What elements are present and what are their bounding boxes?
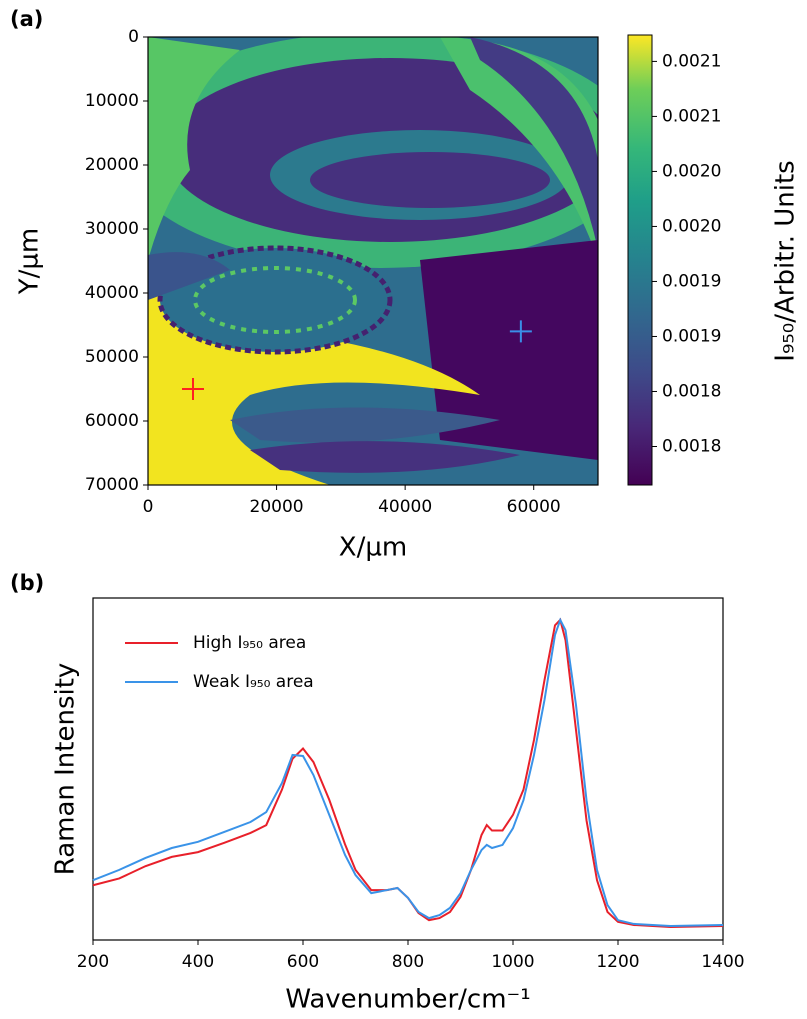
y-tick-label: 70000	[85, 475, 139, 495]
y-axis-label: Raman Intensity	[51, 663, 81, 876]
plot-frame	[147, 36, 599, 486]
colorbar-tick-label: 0.0020	[662, 216, 721, 236]
y-tick-label: 60000	[85, 411, 139, 431]
colorbar-tick-label: 0.0020	[662, 161, 721, 181]
x-axis-label: X/µm	[339, 533, 407, 563]
x-tick-label: 40000	[378, 497, 432, 517]
y-tick-label: 10000	[85, 91, 139, 111]
y-tick-label: 30000	[85, 219, 139, 239]
x-tick-label: 0	[143, 497, 154, 517]
plot-frame	[92, 597, 724, 941]
colorbar-tick-label: 0.0018	[662, 381, 721, 401]
colorbar-label: I₉₅₀/Arbitr. Units	[771, 160, 801, 361]
legend-label: Weak I₉₅₀ area	[193, 672, 314, 692]
colorbar	[627, 34, 653, 486]
marker	[182, 378, 204, 400]
x-tick-label: 600	[287, 952, 319, 972]
legend-label: High I₉₅₀ area	[193, 633, 306, 653]
x-tick-label: 800	[392, 952, 424, 972]
y-tick-label: 0	[128, 27, 139, 47]
x-tick-label: 1000	[491, 952, 534, 972]
colorbar-tick-label: 0.0021	[662, 106, 721, 126]
panel-label: (b)	[10, 571, 44, 595]
x-tick-label: 1200	[596, 952, 639, 972]
line-series	[92, 617, 724, 927]
y-tick-label: 40000	[85, 283, 139, 303]
panel-label: (a)	[10, 7, 43, 31]
marker	[509, 320, 532, 343]
heatmap-image	[148, 37, 598, 485]
y-axis-label: Y/µm	[15, 228, 45, 296]
colorbar-tick-label: 0.0019	[662, 271, 721, 291]
x-tick-label: 400	[182, 952, 214, 972]
x-tick-label: 20000	[250, 497, 304, 517]
y-tick-label: 20000	[85, 155, 139, 175]
x-axis-label: Wavenumber/cm⁻¹	[285, 985, 530, 1015]
x-tick-label: 200	[77, 952, 109, 972]
line-series	[92, 617, 724, 929]
x-tick-label: 1400	[701, 952, 744, 972]
y-tick-label: 50000	[85, 347, 139, 367]
x-tick-label: 60000	[507, 497, 561, 517]
colorbar-tick-label: 0.0021	[662, 51, 721, 71]
colorbar-tick-label: 0.0019	[662, 326, 721, 346]
colorbar-tick-label: 0.0018	[662, 436, 721, 456]
